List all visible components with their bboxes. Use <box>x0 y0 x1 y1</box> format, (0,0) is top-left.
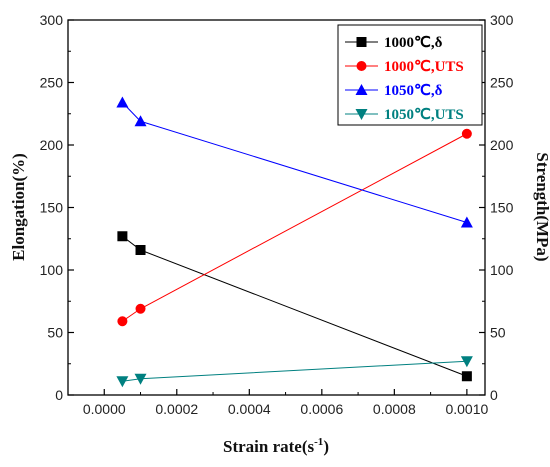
data-point-series-1 <box>117 231 128 242</box>
legend-label: 1050℃,δ <box>384 83 443 99</box>
legend-items: 1000℃,δ 1000℃,UTS 1050℃,δ 1050℃,UTS <box>345 35 464 123</box>
x-axis-title: Strain rate(s-1) <box>223 436 329 456</box>
data-point-series-4 <box>460 356 473 368</box>
legend: 1000℃,δ 1000℃,UTS 1050℃,δ 1050℃,UTS <box>337 24 483 126</box>
x-tick-label: 0.0006 <box>300 401 343 417</box>
legend-marker <box>356 37 367 47</box>
y-right-tick-label: 200 <box>490 137 514 153</box>
series-line-4 <box>122 360 467 382</box>
x-axis-ticks: 0.0000 0.0002 0.0004 0.0006 0.0008 0.0010 <box>83 389 488 417</box>
y-right-tick-label: 100 <box>490 262 514 278</box>
y-left-tick-label: 0 <box>55 387 63 403</box>
y-left-tick-label: 100 <box>40 262 64 278</box>
y-right-tick-label: 50 <box>490 325 506 341</box>
series-line-1 <box>122 235 468 377</box>
y-left-tick-label: 250 <box>40 75 64 91</box>
data-point-series-4 <box>116 376 129 388</box>
x-tick-label: 0.0008 <box>373 401 416 417</box>
data-point-series-2 <box>135 303 146 314</box>
x-tick-label: 0.0010 <box>445 401 488 417</box>
series-layer <box>116 96 473 388</box>
y-left-tick-label: 200 <box>40 137 64 153</box>
legend-marker <box>355 109 368 120</box>
y-right-tick-label: 250 <box>490 75 514 91</box>
y-axis-title-right: Strength(MPa) <box>533 152 550 261</box>
legend-label: 1050℃,UTS <box>384 107 464 123</box>
data-point-series-1 <box>461 371 472 382</box>
data-point-series-3 <box>134 115 147 127</box>
legend-marker <box>355 84 368 95</box>
data-point-series-1 <box>135 245 146 255</box>
y-left-tick-label: 50 <box>47 325 63 341</box>
y-left-tick-label: 150 <box>40 200 64 216</box>
y-axis-ticks: 0 0 50 50 100 100 150 150 200 200 250 250 300 300 <box>40 12 514 403</box>
data-point-series-4 <box>134 373 147 385</box>
legend-label: 1000℃,UTS <box>384 59 464 75</box>
x-tick-label: 0.0000 <box>83 401 126 417</box>
legend-label: 1000℃,δ <box>384 35 443 51</box>
y-right-tick-label: 0 <box>490 387 498 403</box>
data-point-series-3 <box>116 96 129 108</box>
series-line-2 <box>122 133 468 322</box>
data-point-series-2 <box>117 316 128 327</box>
y-right-tick-label: 150 <box>490 200 514 216</box>
y-left-tick-label: 300 <box>40 12 64 28</box>
legend-marker <box>356 61 367 71</box>
x-tick-label: 0.0004 <box>228 401 271 417</box>
y-axis-title-left: Elongation(%) <box>9 153 28 261</box>
y-right-tick-label: 300 <box>490 12 514 28</box>
x-tick-label: 0.0002 <box>155 401 198 417</box>
data-point-series-2 <box>461 128 472 139</box>
data-point-series-3 <box>460 216 473 228</box>
